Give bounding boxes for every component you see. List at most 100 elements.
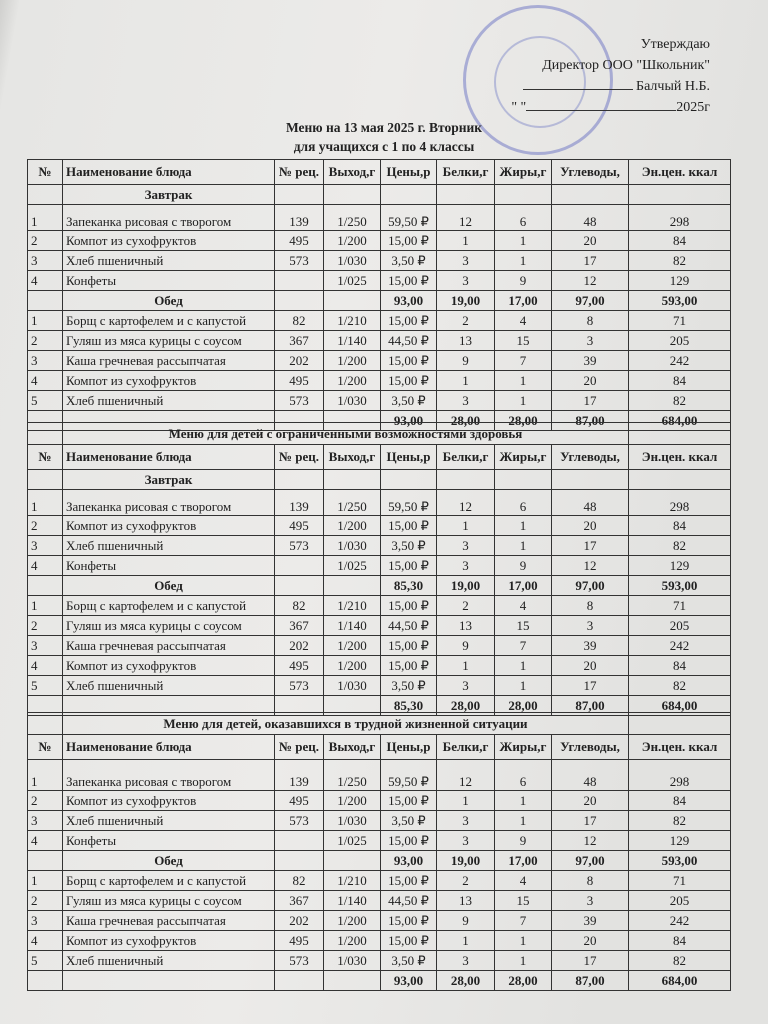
- value-cell: 367: [274, 890, 324, 911]
- dish-name: Каша гречневая рассыпчатая: [62, 910, 275, 931]
- value-cell: 44,50 ₽: [380, 890, 437, 911]
- value-cell: 1/250: [323, 204, 381, 231]
- empty-cell: [274, 970, 324, 991]
- value-cell: 82: [274, 310, 324, 331]
- dish-name: Хлеб пшеничный: [62, 950, 275, 971]
- approval-block: Утверждаю Директор ООО "Школьник" Балчый…: [511, 34, 710, 118]
- value-cell: 6: [494, 489, 552, 516]
- value-cell: 298: [628, 204, 731, 231]
- value-cell: 1/210: [323, 870, 381, 891]
- row-number: 4: [27, 830, 63, 851]
- dish-name: Каша гречневая рассыпчатая: [62, 635, 275, 656]
- dish-name: Хлеб пшеничный: [62, 250, 275, 271]
- table-row: 3 Каша гречневая рассыпчатая 202 1/200 15,00…: [27, 635, 731, 656]
- lunch-label: Обед: [62, 850, 275, 871]
- lunch-total-row: 93,00 28,00 28,00 87,00 684,00: [27, 970, 731, 991]
- value-cell: 48: [551, 489, 629, 516]
- empty-cell: [274, 850, 324, 871]
- value-cell: 15: [494, 615, 552, 636]
- row-number: 1: [27, 310, 63, 331]
- value-cell: 1: [494, 390, 552, 411]
- value-cell: 84: [628, 515, 731, 536]
- table-row: 2 Гуляш из мяса курицы с соусом 367 1/140 44…: [27, 330, 731, 351]
- empty-cell: [27, 712, 63, 735]
- value-cell: 12: [436, 204, 495, 231]
- value-cell: 15,00 ₽: [380, 635, 437, 656]
- menu-title: Меню на 13 мая 2025 г. Вторник: [285, 120, 483, 135]
- column-header: Жиры,г: [494, 734, 552, 760]
- value-cell: 3: [436, 830, 495, 851]
- table-row: 1 Борщ с картофелем и с капустой 82 1/210 15…: [27, 870, 731, 891]
- value-cell: [274, 830, 324, 851]
- empty-cell: [27, 422, 63, 445]
- value-cell: 71: [628, 870, 731, 891]
- table-row: 4 Компот из сухофруктов 495 1/200 15,00 ₽1 1 2…: [27, 370, 731, 391]
- menu-table-students: № Наименование блюда № рец. Выход,г Цены,р Бе…: [27, 159, 731, 431]
- value-cell: 3: [436, 950, 495, 971]
- value-cell: 3: [436, 390, 495, 411]
- value-cell: 12: [436, 759, 495, 791]
- empty-cell: [551, 184, 629, 205]
- dish-name: Компот из сухофруктов: [62, 655, 275, 676]
- lunch-total: 28,00: [494, 970, 552, 991]
- dish-name: Компот из сухофруктов: [62, 230, 275, 251]
- empty-cell: [62, 970, 275, 991]
- value-cell: 1: [494, 250, 552, 271]
- dish-name: Хлеб пшеничный: [62, 390, 275, 411]
- column-header: Эн.цен. ккал: [628, 444, 731, 470]
- value-cell: 1/200: [323, 370, 381, 391]
- value-cell: 367: [274, 330, 324, 351]
- value-cell: 1/200: [323, 635, 381, 656]
- value-cell: 8: [551, 595, 629, 616]
- value-cell: 20: [551, 515, 629, 536]
- value-cell: 1: [436, 230, 495, 251]
- lunch-section-row: Обед 93,00 19,00 17,00 97,00 593,00: [27, 290, 731, 311]
- row-number: 2: [27, 515, 63, 536]
- breakfast-total: 19,00: [436, 290, 495, 311]
- caption-row: Меню для детей с ограниченными возможнос…: [27, 422, 731, 445]
- value-cell: 1: [436, 930, 495, 951]
- date-quote-marks: " ": [511, 100, 527, 115]
- value-cell: 1/200: [323, 790, 381, 811]
- menu-table-difficult-situation: Меню для детей, оказавшихся в трудной жи…: [27, 712, 731, 991]
- table-row: 3 Хлеб пшеничный 573 1/030 3,50 ₽3 1 17 82: [27, 535, 731, 556]
- value-cell: 48: [551, 759, 629, 791]
- empty-cell: [323, 469, 381, 490]
- breakfast-total: 17,00: [494, 850, 552, 871]
- value-cell: 3,50 ₽: [380, 535, 437, 556]
- menu-table-disabilities: Меню для детей с ограниченными возможнос…: [27, 422, 731, 716]
- value-cell: 573: [274, 535, 324, 556]
- row-number: 4: [27, 930, 63, 951]
- breakfast-total: 97,00: [551, 290, 629, 311]
- table-row: 3 Каша гречневая рассыпчатая 202 1/200 15,00…: [27, 910, 731, 931]
- value-cell: 3: [551, 890, 629, 911]
- table-row: 4 Конфеты 1/025 15,00 ₽3 9 12 129: [27, 830, 731, 851]
- value-cell: 1: [436, 790, 495, 811]
- value-cell: 1/030: [323, 250, 381, 271]
- breakfast-total: 93,00: [380, 290, 437, 311]
- value-cell: 82: [274, 595, 324, 616]
- value-cell: 6: [494, 204, 552, 231]
- company-stamp: [463, 5, 613, 155]
- value-cell: 1/250: [323, 489, 381, 516]
- table-row: 1 Борщ с картофелем и с капустой 82 1/210 15…: [27, 310, 731, 331]
- header-row: № Наименование блюда № рец. Выход,г Цены,р Бе…: [27, 734, 731, 760]
- table-row: 3 Каша гречневая рассыпчатая 202 1/200 15,00…: [27, 350, 731, 371]
- value-cell: 17: [551, 675, 629, 696]
- value-cell: 15,00 ₽: [380, 555, 437, 576]
- column-header: Углеводы,: [551, 444, 629, 470]
- dish-name: Хлеб пшеничный: [62, 675, 275, 696]
- value-cell: 9: [436, 910, 495, 931]
- value-cell: 1: [494, 790, 552, 811]
- row-number: 2: [27, 890, 63, 911]
- table-row: 2 Гуляш из мяса курицы с соусом 367 1/140 44…: [27, 615, 731, 636]
- value-cell: 15,00 ₽: [380, 790, 437, 811]
- empty-cell: [323, 970, 381, 991]
- value-cell: 1/025: [323, 270, 381, 291]
- value-cell: 1: [494, 930, 552, 951]
- value-cell: 39: [551, 635, 629, 656]
- dish-name: Компот из сухофруктов: [62, 370, 275, 391]
- table-row: 5 Хлеб пшеничный 573 1/030 3,50 ₽3 1 17 82: [27, 675, 731, 696]
- column-header: №: [27, 444, 63, 470]
- value-cell: 1/210: [323, 310, 381, 331]
